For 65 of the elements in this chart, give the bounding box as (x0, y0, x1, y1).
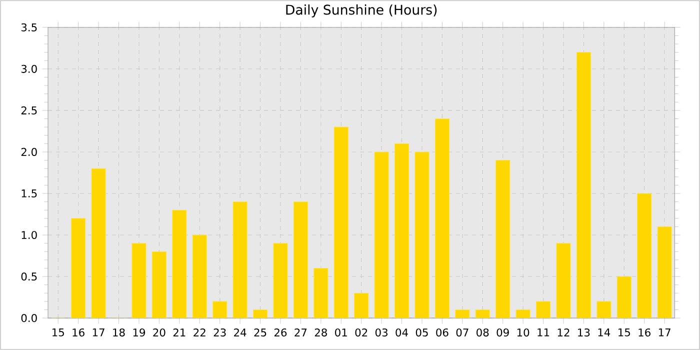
bar (434, 118, 450, 318)
bar (314, 268, 328, 318)
y-tick-label: 0.5 (21, 272, 37, 281)
x-tick-label: 22 (194, 328, 206, 336)
x-tick-label: 01 (335, 328, 347, 336)
bar (637, 193, 652, 318)
x-tick-label: 21 (173, 328, 186, 336)
bar (334, 126, 348, 318)
bar (536, 301, 551, 318)
bar (152, 251, 166, 318)
x-tick-label: 25 (254, 328, 266, 336)
x-tick-label: 09 (496, 328, 509, 336)
bar (293, 201, 308, 318)
bar (596, 301, 612, 318)
x-tick-label: 03 (375, 328, 388, 336)
x-tick-label: 06 (436, 328, 448, 336)
x-tick-label: 05 (416, 328, 428, 336)
x-tick-label: 15 (52, 328, 64, 336)
y-tick-label: 1.5 (22, 189, 37, 198)
bar (212, 301, 228, 318)
bar (71, 218, 86, 318)
bar (576, 52, 591, 318)
x-tick-label: 02 (355, 328, 368, 336)
bar (232, 201, 248, 318)
chart-title: Daily Sunshine (Hours) (286, 4, 437, 18)
x-tick-label: 14 (598, 328, 610, 336)
x-tick-label: 13 (578, 328, 590, 336)
x-tick-label: 24 (234, 328, 246, 336)
x-tick-label: 16 (72, 328, 84, 336)
y-tick-label: 3.0 (21, 64, 37, 73)
x-tick-label: 16 (638, 328, 650, 336)
x-tick-label: 19 (133, 328, 146, 336)
y-tick-label: 2.0 (21, 148, 37, 156)
y-tick-label: 0.0 (21, 314, 37, 322)
bar (496, 160, 510, 318)
y-tick-label: 2.5 (21, 106, 37, 114)
x-tick-label: 07 (456, 328, 468, 336)
bar (132, 243, 146, 318)
bar (91, 168, 106, 318)
bar (616, 276, 632, 318)
bar (657, 226, 672, 318)
x-tick-label: 17 (92, 328, 104, 336)
bar (192, 234, 207, 318)
x-tick-label: 11 (538, 328, 550, 336)
x-tick-label: 10 (517, 328, 530, 336)
x-tick-label: 27 (294, 328, 307, 336)
x-tick-label: 12 (558, 328, 570, 336)
bar (273, 243, 288, 318)
x-tick-label: 17 (658, 328, 670, 336)
x-tick-label: 15 (618, 328, 630, 336)
y-tick-label: 1.0 (22, 230, 37, 240)
bar (172, 210, 187, 318)
x-tick-label: 08 (476, 328, 489, 336)
x-tick-label: 28 (314, 328, 327, 336)
bar (414, 152, 430, 318)
x-tick-label: 20 (153, 328, 166, 336)
x-tick-label: 18 (113, 328, 125, 336)
bar (374, 152, 389, 318)
bar (354, 292, 369, 318)
x-tick-label: 26 (274, 328, 287, 336)
y-tick-label: 3.5 (21, 23, 37, 32)
x-tick-label: 23 (214, 328, 226, 336)
bar (556, 243, 571, 318)
bar (394, 143, 410, 318)
x-tick-label: 04 (396, 328, 408, 336)
